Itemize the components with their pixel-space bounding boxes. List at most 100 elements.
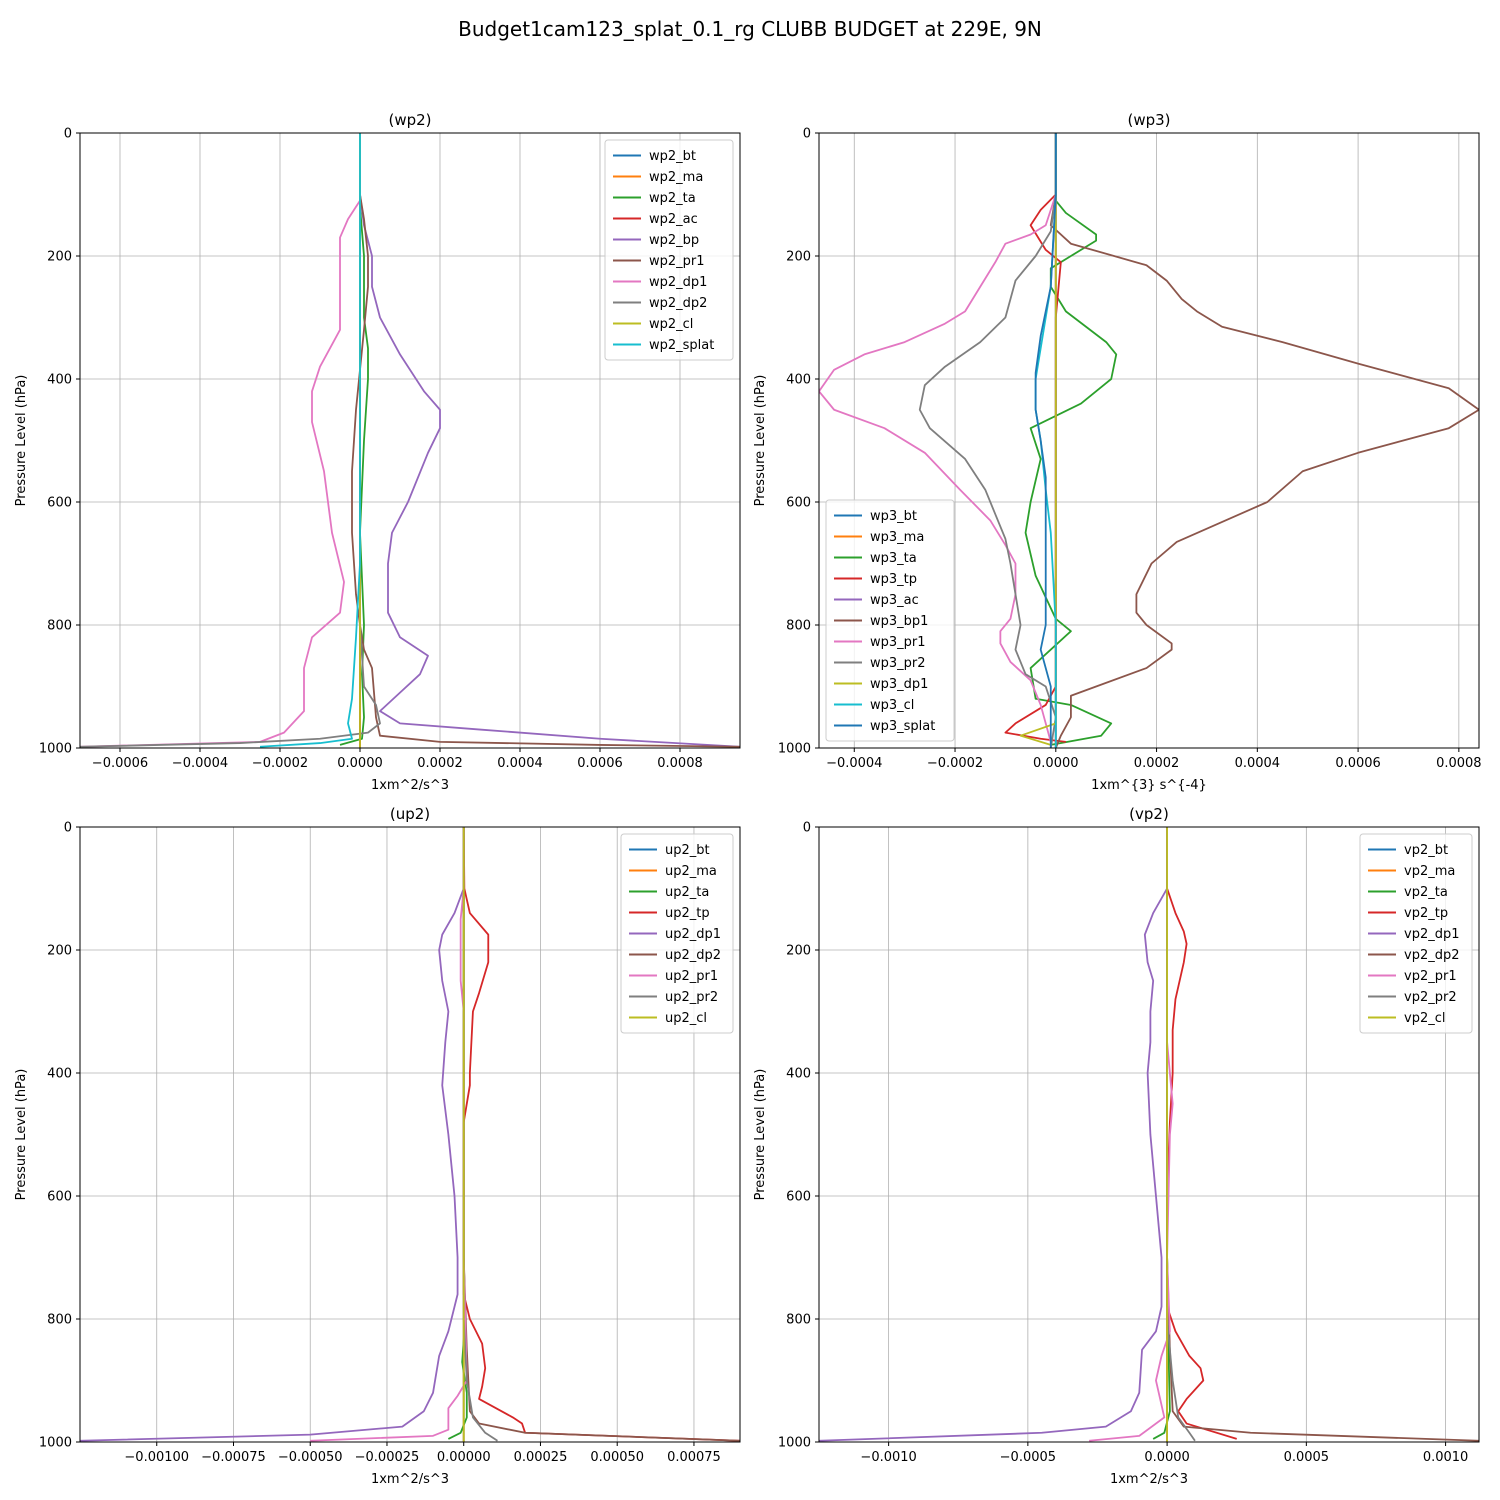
legend-label: up2_ma (665, 864, 717, 879)
legend-label: vp2_dp1 (1404, 927, 1460, 942)
legend-label: wp2_ac (649, 212, 698, 227)
series-line-vp2_pr1 (1089, 827, 1174, 1442)
legend-label: wp3_ac (870, 593, 919, 608)
up2-ylabel: Pressure Level (hPa) (14, 1069, 29, 1201)
y-tick-label: 800 (47, 1313, 72, 1328)
y-tick-label: 600 (786, 496, 811, 511)
legend-label: wp2_bp (649, 233, 699, 248)
series-line-wp3_pr1 (819, 133, 1057, 743)
x-tick-label: 0.0010 (1423, 1450, 1469, 1465)
x-tick-label: 0.0000 (1144, 1450, 1190, 1465)
legend-label: up2_dp2 (665, 948, 721, 963)
legend-label: wp3_ta (870, 551, 917, 566)
legend-label: vp2_pr1 (1404, 969, 1457, 984)
vp2-title: (vp2) (1129, 805, 1169, 823)
legend-label: wp2_splat (649, 338, 714, 353)
legend-box (1359, 833, 1473, 1034)
series-line-wp3_pr2 (918, 133, 1057, 748)
series-line-wp3_splat (1034, 133, 1057, 748)
legend-label: up2_bt (665, 843, 710, 858)
legend-label: vp2_bt (1404, 843, 1448, 858)
legend-box (825, 499, 955, 742)
vp2-axes-frame (818, 826, 1480, 1443)
series-line-wp2_dp1 (80, 133, 361, 748)
x-tick-label: −0.00100 (124, 1450, 189, 1465)
legend-label: wp3_pr1 (870, 635, 926, 650)
wp3-panel: −0.0004 −0.0002 0.0000 0.0002 0.0004 0.0006 0.… (753, 111, 1482, 793)
x-tick-label: 0.0006 (1335, 756, 1381, 771)
vp2-panel: −0.0010 −0.0005 0.0000 0.0005 0.0010 0 200 400 6… (753, 805, 1480, 1487)
legend-label: wp2_pr1 (649, 254, 705, 269)
y-tick-label: 1000 (39, 1436, 72, 1451)
x-tick-label: −0.0004 (172, 756, 228, 771)
y-tick-label: 1000 (778, 742, 811, 757)
legend-label: wp3_cl (870, 698, 914, 713)
wp2-xlabel: 1xm^2/s^3 (371, 778, 449, 793)
x-tick-label: 0.00050 (590, 1450, 644, 1465)
legend-box (604, 139, 734, 361)
y-tick-label: 0 (64, 127, 72, 142)
x-tick-label: −0.0004 (826, 756, 882, 771)
vp2-legend: vp2_bt vp2_ma vp2_ta vp2_tp vp2_dp1 vp2_dp2vp… (1359, 833, 1473, 1034)
legend-label: wp2_ta (649, 191, 696, 206)
wp2-ylabel: Pressure Level (hPa) (14, 375, 29, 507)
legend-label: wp3_pr2 (870, 656, 926, 671)
x-tick-label: −0.0002 (252, 756, 308, 771)
series-line-wp2_dp2 (80, 133, 381, 748)
up2-series-group (80, 827, 740, 1442)
legend-label: up2_cl (665, 1011, 707, 1026)
legend-label: wp3_dp1 (870, 677, 928, 692)
x-tick-label: −0.00075 (201, 1450, 266, 1465)
legend-label: wp2_dp1 (649, 275, 707, 290)
x-tick-label: −0.00050 (278, 1450, 343, 1465)
y-tick-label: 200 (786, 250, 811, 265)
y-tick-label: 0 (803, 127, 811, 142)
y-tick-label: 400 (47, 373, 72, 388)
y-tick-label: 0 (64, 821, 72, 836)
legend-label: up2_pr2 (665, 990, 718, 1005)
legend-label: wp2_bt (649, 149, 696, 164)
y-tick-label: 800 (47, 619, 72, 634)
x-tick-label: 0.00075 (667, 1450, 721, 1465)
wp2-panel: −0.0006 −0.0004 −0.0002 0.0000 0.0002 0.0004 0… (14, 111, 741, 793)
legend-label: wp3_tp (870, 572, 917, 587)
legend-label: wp2_cl (649, 317, 693, 332)
legend-label: wp3_bt (870, 509, 917, 524)
legend-label: vp2_pr2 (1404, 990, 1457, 1005)
legend-label: vp2_ta (1404, 885, 1448, 900)
legend-label: vp2_dp2 (1404, 948, 1460, 963)
legend-box (620, 833, 734, 1034)
series-line-wp3_bp1 (1049, 133, 1479, 748)
legend-label: up2_ta (665, 885, 709, 900)
up2-xlabel: 1xm^2/s^3 (371, 1472, 449, 1487)
x-tick-label: −0.0002 (927, 756, 983, 771)
y-tick-label: 600 (47, 1190, 72, 1205)
y-tick-label: 400 (786, 373, 811, 388)
wp3-legend: wp3_bt wp3_ma wp3_ta wp3_tp wp3_ac wp3_bp1 wp3… (825, 499, 955, 742)
wp2-axes-frame (79, 132, 741, 749)
y-tick-label: 800 (786, 1313, 811, 1328)
vp2-xlabel: 1xm^2/s^3 (1110, 1472, 1188, 1487)
up2-legend: up2_bt up2_ma up2_ta up2_tp up2_dp1 up2_dp2up… (620, 833, 734, 1034)
series-line-up2_pr1 (310, 827, 468, 1442)
y-tick-label: 200 (47, 944, 72, 959)
legend-label: wp2_dp2 (649, 296, 707, 311)
up2-axes-frame (79, 826, 741, 1443)
legend-label: vp2_ma (1404, 864, 1455, 879)
y-tick-label: 800 (786, 619, 811, 634)
vp2-series-group (819, 827, 1479, 1442)
x-tick-label: 0.0000 (337, 756, 383, 771)
legend-label: wp3_bp1 (870, 614, 928, 629)
legend-label: up2_tp (665, 906, 710, 921)
up2-title: (up2) (390, 805, 430, 823)
legend-label: wp3_ma (870, 530, 924, 545)
y-tick-label: 1000 (778, 1436, 811, 1451)
x-tick-label: 0.0002 (1134, 756, 1180, 771)
x-tick-label: 0.0004 (1235, 756, 1281, 771)
x-tick-label: 0.0005 (1284, 1450, 1330, 1465)
series-line-wp2_bp (359, 133, 740, 748)
legend-label: vp2_tp (1404, 906, 1448, 921)
legend-label: wp3_splat (870, 719, 935, 734)
wp3-ylabel: Pressure Level (hPa) (753, 375, 768, 507)
